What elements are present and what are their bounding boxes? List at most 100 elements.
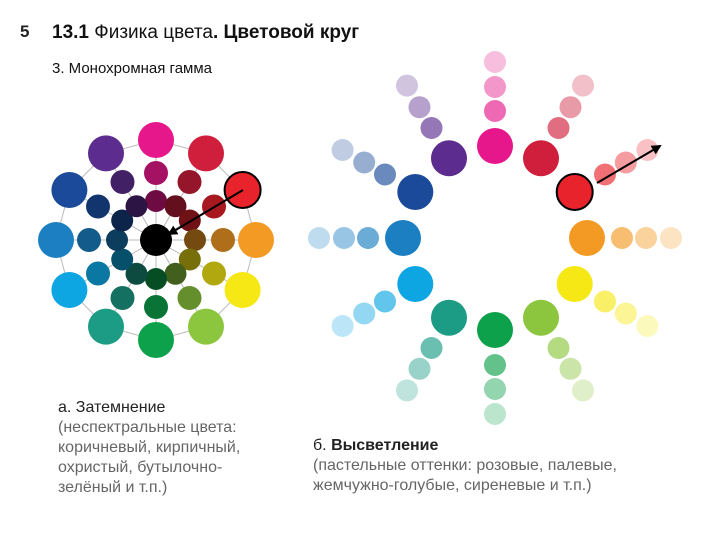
caption-lightening-head: Высветление	[331, 437, 439, 454]
shade-circle-yellow	[202, 261, 226, 286]
caption-darkening: а. Затемнение (неспектральные цвета: кор…	[58, 398, 240, 498]
color-circle-yellow	[224, 272, 261, 308]
tint-circle-violet	[420, 117, 443, 139]
shade-circle-indigo	[86, 194, 110, 219]
shade-circle-violet	[125, 195, 148, 218]
shade-circle-teal	[125, 262, 148, 285]
title-dot: .	[212, 22, 219, 43]
color-circle-yellow	[556, 266, 593, 302]
tint-circle-teal	[396, 379, 418, 402]
color-circle-magenta	[138, 122, 174, 158]
tint-circle-yellow_green	[559, 357, 582, 380]
color-circle-violet	[88, 135, 124, 172]
tint-circle-orange	[611, 227, 633, 249]
tint-circle-magenta	[484, 100, 506, 122]
tint-circle-magenta	[484, 51, 506, 73]
color-circle-teal	[431, 299, 467, 336]
tint-circle-orange	[660, 227, 682, 249]
caption-darkening-line: (неспектральные цвета:	[58, 419, 237, 436]
title-number: 13.1	[52, 22, 89, 43]
tint-circle-green	[484, 378, 506, 400]
tint-circle-teal	[408, 357, 431, 380]
caption-lightening: б. Высветление (пастельные оттенки: розо…	[313, 436, 617, 496]
color-circle-blue	[385, 220, 421, 256]
caption-lightening-title: б. Высветление	[313, 436, 617, 456]
color-circle-cyan	[397, 266, 434, 302]
shade-circle-red	[164, 195, 187, 218]
shade-circle-teal	[110, 286, 135, 310]
lightening-arrow	[596, 144, 662, 184]
shade-circle-red	[177, 170, 202, 194]
color-circle-magenta	[477, 128, 513, 164]
tint-circle-red	[572, 74, 594, 97]
tint-circle-red	[559, 96, 582, 119]
shade-circle-indigo	[111, 209, 134, 232]
caption-darkening-line: зелёный и т.п.)	[58, 479, 168, 496]
tint-circle-yellow	[614, 302, 637, 325]
title-rest: Цветовой круг	[223, 22, 360, 43]
darkening-arrow	[167, 189, 244, 236]
color-circle-red	[523, 140, 559, 177]
caption-lightening-prefix: б.	[313, 437, 327, 454]
tint-circle-cyan	[331, 315, 354, 337]
caption-darkening-line: охристый, бутылочно-	[58, 459, 223, 476]
tint-circle-violet	[396, 74, 418, 97]
title-main: Физика цвета	[94, 22, 213, 43]
color-circle-violet	[431, 140, 467, 177]
tint-circle-cyan	[374, 290, 396, 313]
tint-circle-indigo	[331, 139, 354, 161]
slide-number: 5	[20, 22, 30, 41]
shade-circle-violet	[110, 170, 135, 194]
tint-circle-teal	[420, 337, 443, 359]
caption-lightening-line: жемчужно-голубые, сиреневые и т.п.)	[313, 477, 592, 494]
tint-circle-green	[484, 354, 506, 376]
subtitle: 3. Монохромная гамма	[52, 60, 213, 77]
tint-circle-violet	[408, 96, 431, 119]
shade-circle-yellow_green	[164, 262, 187, 285]
color-circle-green	[477, 312, 513, 348]
color-circle-blue	[38, 222, 74, 258]
caption-darkening-title: а. Затемнение	[58, 399, 166, 416]
shade-circle-magenta	[144, 161, 168, 185]
color-circle-orange	[569, 220, 605, 256]
color-circle-indigo	[51, 172, 88, 208]
tint-circle-red_orange	[614, 151, 637, 174]
tint-circle-blue	[357, 227, 379, 249]
shade-circle-yellow_green	[177, 286, 202, 310]
tint-circle-yellow	[636, 315, 659, 337]
color-circle-red	[188, 135, 224, 172]
tint-circle-magenta	[484, 76, 506, 98]
tint-circle-yellow_green	[547, 337, 570, 359]
caption-lightening-line: (пастельные оттенки: розовые, палевые,	[313, 457, 617, 474]
shade-circle-blue	[77, 228, 101, 252]
black-circle	[140, 224, 172, 256]
lightening-wheel	[308, 51, 682, 425]
darkening-wheel	[38, 122, 274, 358]
shade-circle-blue	[106, 229, 128, 251]
shade-circle-green	[145, 268, 167, 290]
shade-circle-cyan	[86, 261, 110, 286]
tint-circle-blue	[333, 227, 355, 249]
tint-circle-yellow_green	[572, 379, 594, 402]
color-circle-green	[138, 322, 174, 358]
tint-circle-yellow	[594, 290, 616, 313]
tint-circle-green	[484, 403, 506, 425]
shade-circle-green	[144, 295, 168, 319]
color-circle-yellow_green	[188, 308, 224, 345]
color-circle-red_orange	[555, 173, 594, 211]
color-circle-indigo	[397, 174, 434, 210]
shade-circle-cyan	[111, 248, 134, 271]
tint-circle-red	[547, 117, 570, 139]
color-circle-cyan	[51, 272, 88, 308]
tint-circle-cyan	[353, 302, 376, 325]
caption-darkening-line: коричневый, кирпичный,	[58, 439, 241, 456]
shade-circle-orange	[184, 229, 206, 251]
color-circle-orange	[238, 222, 274, 258]
tint-circle-blue	[308, 227, 330, 249]
tint-circle-indigo	[353, 151, 376, 174]
shade-circle-yellow	[178, 248, 201, 271]
tint-circle-indigo	[374, 163, 396, 186]
tint-circle-orange	[635, 227, 657, 249]
shade-circle-magenta	[145, 190, 167, 212]
